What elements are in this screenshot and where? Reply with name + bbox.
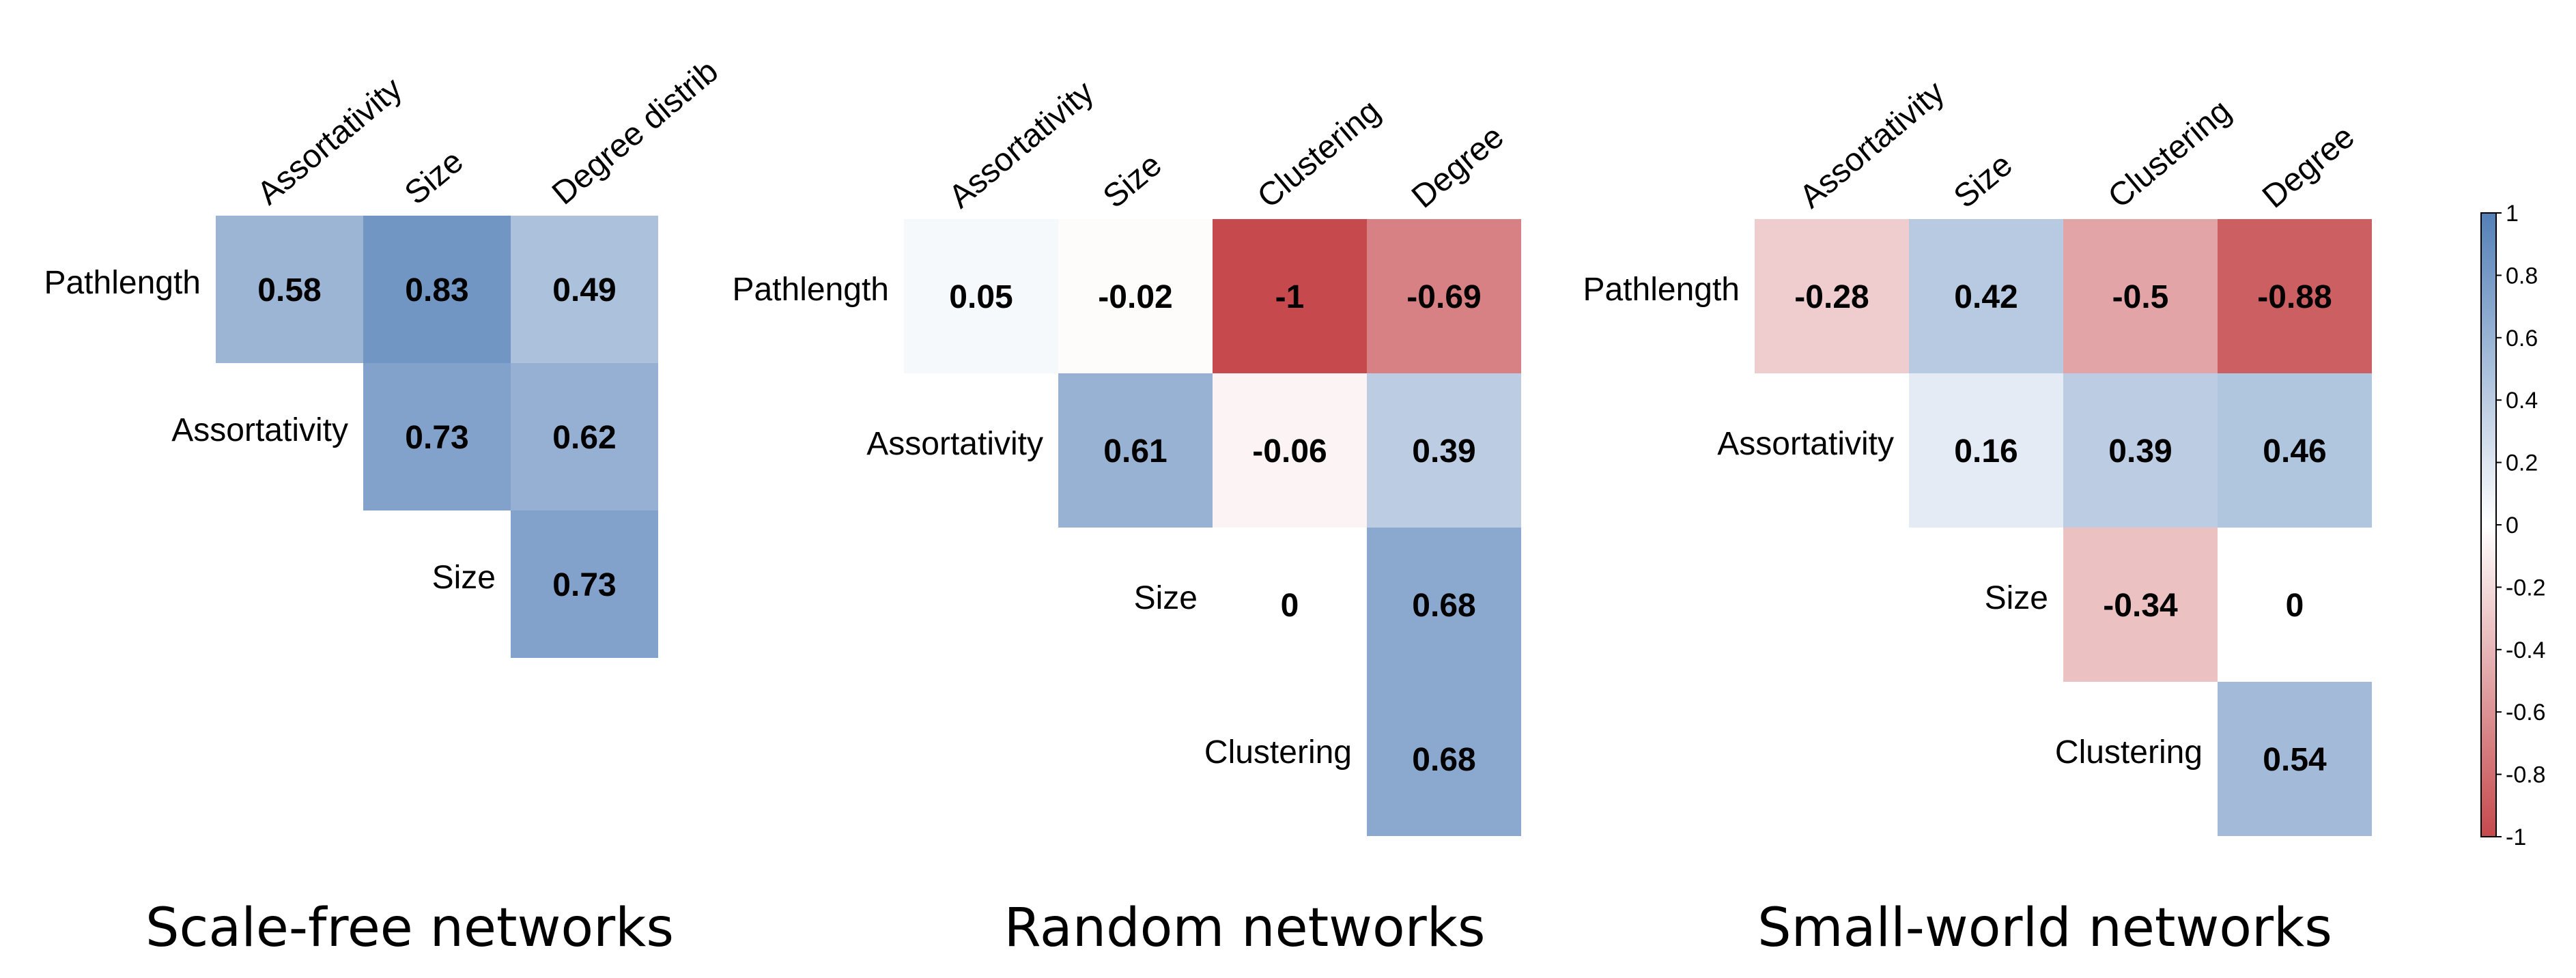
colorbar-tick-label: -0.6 <box>2506 700 2546 725</box>
heatmap-cell <box>216 216 363 363</box>
column-label: Size <box>398 143 470 212</box>
row-label: Size <box>1985 580 2048 616</box>
heatmap-cell <box>1058 373 1213 528</box>
cell-value-label: -0.88 <box>2257 279 2332 315</box>
panel-random: 0.05 -0.02 -1 -0.69 0.61 -0.06 0.39 0 0.68 0.68 Pa… <box>732 74 1521 959</box>
colorbar-tick-label: 0.6 <box>2506 326 2538 351</box>
cell-value-label: 0.73 <box>552 567 616 603</box>
heatmap-cell <box>1909 219 2063 373</box>
heatmap-cell <box>2218 373 2372 528</box>
heatmap-cell <box>2218 528 2372 682</box>
row-label: Clustering <box>2055 734 2203 771</box>
heatmap-cell <box>1367 682 1521 836</box>
cell-value-label: -0.02 <box>1098 279 1172 315</box>
heatmap-cell <box>2218 219 2372 373</box>
column-label: Assortativity <box>1793 74 1951 216</box>
cell-value-label: 0.39 <box>1412 433 1475 470</box>
cell-value-label: -0.69 <box>1406 279 1481 315</box>
colorbar-tick-label: -0.4 <box>2506 637 2546 663</box>
column-label: Degree <box>2256 119 2362 216</box>
colorbar-tick-label: 0.2 <box>2506 450 2538 476</box>
heatmap-cell <box>511 363 658 510</box>
heatmap-cell <box>1755 219 1909 373</box>
column-label: Degree distrib <box>546 53 725 212</box>
cell-value-label: 0.83 <box>405 272 468 308</box>
row-label: Size <box>1134 580 1198 616</box>
column-label: Clustering <box>2101 93 2238 216</box>
heatmap-cell <box>2218 682 2372 836</box>
colorbar-tick-label: 1 <box>2506 201 2519 227</box>
row-label: Size <box>432 560 496 596</box>
cell-value-label: 0.68 <box>1412 742 1475 778</box>
row-label: Assortativity <box>171 412 348 448</box>
row-label: Pathlength <box>732 272 889 308</box>
panel-scale-free: 0.58 0.83 0.49 0.73 0.62 0.73 Pathlength Assort… <box>44 53 725 959</box>
heatmap-cell <box>1909 373 2063 528</box>
heatmap-cell <box>1213 219 1367 373</box>
heatmap-cell <box>1058 219 1213 373</box>
cell-value-label: -1 <box>1275 279 1305 315</box>
row-label: Clustering <box>1204 734 1352 771</box>
colorbar-tick-label: 0.4 <box>2506 388 2538 414</box>
cell-value-label: 0.54 <box>2263 742 2327 778</box>
colorbar-tick-label: 0.8 <box>2506 263 2538 289</box>
row-label: Assortativity <box>1717 426 1894 462</box>
heatmap-cell <box>2063 373 2218 528</box>
panel-small-world: -0.28 0.42 -0.5 -0.88 0.16 0.39 0.46 -0.34 0 0.54… <box>1583 74 2372 959</box>
heatmap-cell <box>1367 373 1521 528</box>
cell-value-label: 0 <box>1281 588 1299 624</box>
cell-value-label: -0.34 <box>2103 588 2178 624</box>
row-label: Pathlength <box>1583 272 1740 308</box>
colorbar-tick-label: -0.8 <box>2506 762 2546 788</box>
colorbar: 1 0.8 0.6 0.4 0.2 0 -0.2 -0.4 -0.6 -0.8 -1 <box>2480 201 2546 850</box>
heatmap-cell <box>2063 528 2218 682</box>
panel-title: Small-world networks <box>1757 897 2332 959</box>
cell-value-label: 0.46 <box>2263 433 2326 470</box>
cell-value-label: -0.28 <box>1794 279 1869 315</box>
cell-value-label: 0.73 <box>405 420 468 456</box>
cell-value-label: -0.06 <box>1252 433 1327 470</box>
heatmap-cell <box>511 510 658 658</box>
cell-value-label: 0.61 <box>1103 433 1167 470</box>
column-label: Clustering <box>1251 93 1387 216</box>
colorbar-tick-label: -1 <box>2506 824 2526 850</box>
panel-title: Random networks <box>1004 897 1485 959</box>
heatmap-cell <box>1213 528 1367 682</box>
cell-value-label: 0 <box>2286 588 2304 624</box>
column-label: Size <box>1947 147 2020 216</box>
row-label: Pathlength <box>44 265 201 301</box>
heatmap-cell <box>1367 528 1521 682</box>
heatmap-cell <box>511 216 658 363</box>
cell-value-label: 0.62 <box>552 420 616 456</box>
colorbar-gradient <box>2480 212 2497 837</box>
heatmap-cell <box>1367 219 1521 373</box>
cell-value-label: 0.42 <box>1954 279 2018 315</box>
cell-value-label: 0.05 <box>949 279 1013 315</box>
heatmap-cell <box>904 219 1058 373</box>
colorbar-tick-label: -0.2 <box>2506 575 2546 601</box>
heatmap-cell <box>1213 373 1367 528</box>
row-label: Assortativity <box>866 426 1043 462</box>
cell-value-label: 0.49 <box>552 272 616 308</box>
cell-value-label: 0.58 <box>257 272 321 308</box>
column-label: Assortativity <box>251 71 409 212</box>
cell-value-label: -0.5 <box>2112 279 2169 315</box>
heatmap-cell <box>363 363 511 510</box>
heatmap-cell <box>363 216 511 363</box>
cell-value-label: 0.39 <box>2108 433 2172 470</box>
column-label: Size <box>1096 147 1169 216</box>
column-label: Assortativity <box>942 74 1101 216</box>
cell-value-label: 0.68 <box>1412 588 1475 624</box>
cell-value-label: 0.16 <box>1954 433 2018 470</box>
heatmap-cell <box>2063 219 2218 373</box>
colorbar-tick-label: 0 <box>2506 513 2519 538</box>
column-label: Degree <box>1405 119 1511 216</box>
panel-title: Scale-free networks <box>145 897 674 959</box>
